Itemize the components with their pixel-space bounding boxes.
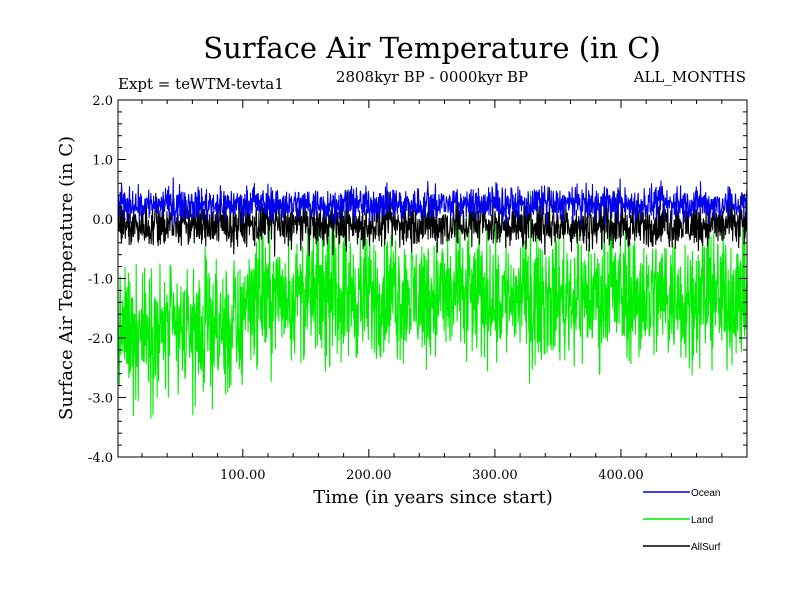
y-tick-label: -3.0 xyxy=(88,392,113,407)
x-axis-label: Time (in years since start) xyxy=(313,487,553,508)
legend: Ocean Land AllSurf xyxy=(643,488,721,553)
ticks-layer: 100.00 200.00 300.00 400.00 2.0 1.0 0.0 -1.0 -2.… xyxy=(88,94,747,483)
y-axis-label: Surface Air Temperature (in C) xyxy=(56,136,77,420)
chart-title: Surface Air Temperature (in C) xyxy=(203,31,661,65)
chart-subtitle: 2808kyr BP - 0000kyr BP xyxy=(336,68,528,86)
series-ocean-line xyxy=(117,177,748,228)
y-tick-label: 0.0 xyxy=(92,213,113,228)
legend-ocean-label: Ocean xyxy=(691,488,720,499)
x-tick-label: 300.00 xyxy=(472,468,518,483)
legend-land-label: Land xyxy=(691,515,713,526)
y-tick-label: -2.0 xyxy=(88,332,113,347)
series-land-line xyxy=(117,190,748,419)
x-tick-label: 200.00 xyxy=(346,468,392,483)
y-tick-label: -4.0 xyxy=(88,451,113,466)
y-tick-label: 2.0 xyxy=(92,94,113,109)
months-label: ALL_MONTHS xyxy=(633,68,746,86)
y-tick-label: -1.0 xyxy=(88,273,113,288)
legend-allsurf-label: AllSurf xyxy=(691,542,721,553)
x-tick-label: 400.00 xyxy=(598,468,644,483)
series-allsurf-line xyxy=(117,187,748,257)
x-tick-label: 100.00 xyxy=(220,468,266,483)
y-tick-label: 1.0 xyxy=(92,154,113,169)
experiment-label: Expt = teWTM-tevta1 xyxy=(118,75,284,93)
series-layer xyxy=(117,177,748,419)
